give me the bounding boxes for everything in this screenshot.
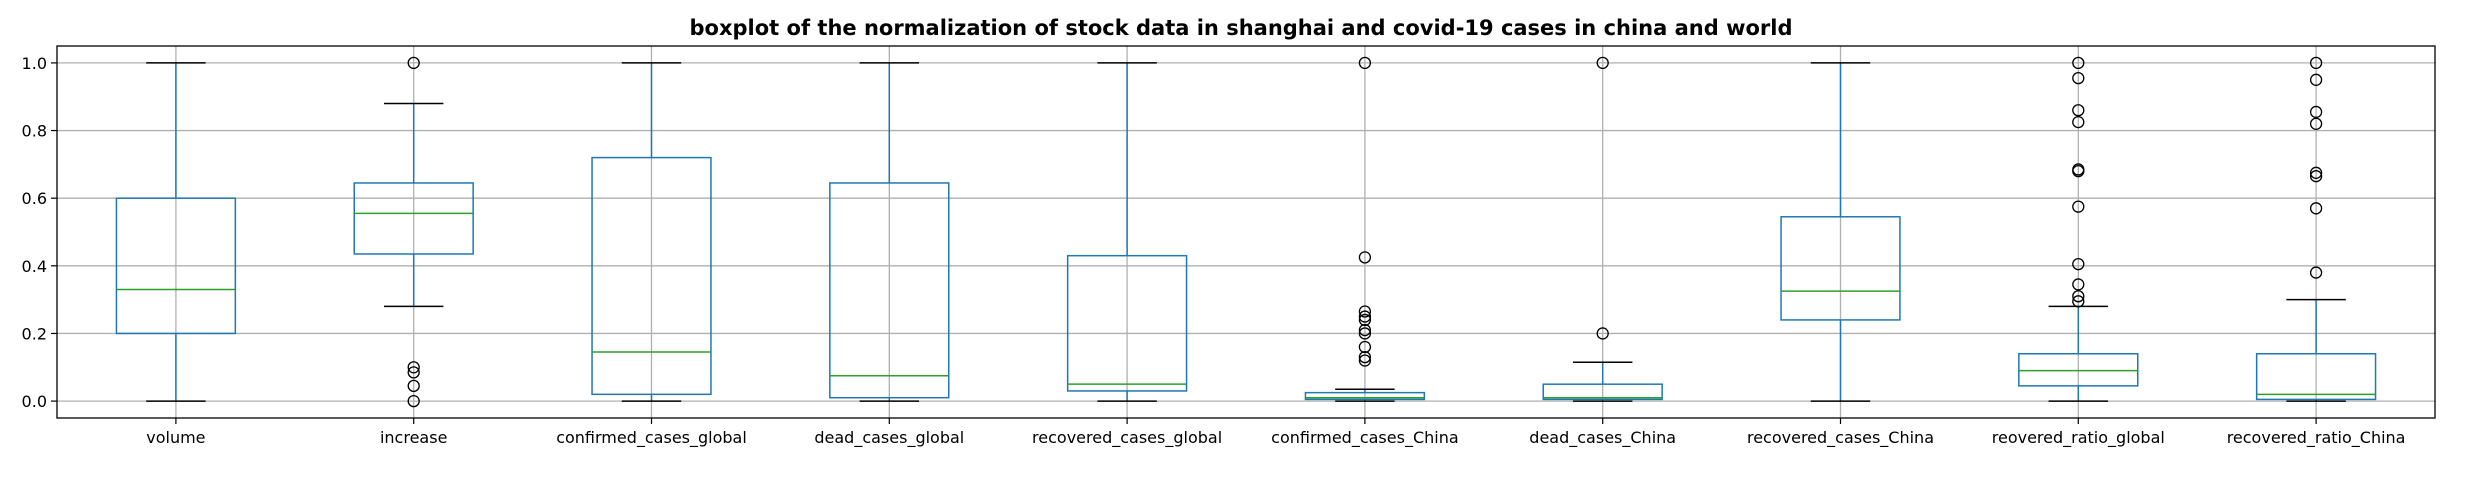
- x-tick-label: confirmed_cases_China: [1271, 428, 1459, 448]
- box-increase: [353, 56, 474, 408]
- box-reovered_ratio_global: [2018, 56, 2139, 402]
- flier-point: [2309, 56, 2323, 70]
- box-iqr: [115, 197, 237, 335]
- flier-point: [1358, 354, 1372, 367]
- box-dead_cases_global: [829, 62, 950, 402]
- box-iqr: [353, 182, 474, 255]
- flier-point: [2072, 163, 2085, 176]
- flier-point: [1358, 313, 1372, 327]
- flier-point: [2072, 290, 2085, 303]
- flier-point: [407, 379, 420, 393]
- x-tick-label: recovered_cases_global: [1032, 428, 1222, 448]
- x-tick-label: dead_cases_China: [1529, 428, 1676, 448]
- x-tick-label: increase: [380, 428, 447, 447]
- flier-point: [2072, 200, 2085, 213]
- x-tick-label: volume: [146, 428, 205, 447]
- chart-title: boxplot of the normalization of stock da…: [690, 16, 1793, 40]
- axis-layer: 0.0 0.2 0.4 0.6 0.8 1.0 volume increase confirme…: [22, 45, 2436, 448]
- box-recovered_cases_China: [1780, 62, 1901, 402]
- box-layer: [115, 56, 2377, 408]
- plot-frame: [56, 45, 2436, 419]
- flier-point: [2072, 56, 2085, 70]
- flier-point: [2309, 117, 2323, 130]
- flier-point: [1358, 340, 1372, 354]
- box-iqr: [1780, 216, 1901, 321]
- box-recovered_ratio_China: [2255, 56, 2377, 402]
- flier-point: [2309, 266, 2323, 279]
- x-tick-label: reovered_ratio_global: [1992, 428, 2165, 448]
- flier-point: [1358, 56, 1372, 70]
- y-tick-label: 0.8: [22, 122, 47, 141]
- flier-point: [407, 366, 420, 379]
- flier-point: [2309, 166, 2323, 179]
- flier-point: [1358, 305, 1372, 318]
- flier-point: [2072, 257, 2085, 271]
- flier-point: [1596, 327, 1609, 340]
- x-tick-label: confirmed_cases_global: [556, 428, 747, 448]
- x-tick-label: dead_cases_global: [814, 428, 964, 448]
- x-tick-label: recovered_cases_China: [1747, 428, 1934, 448]
- box-iqr: [2018, 352, 2139, 387]
- flier-point: [2309, 105, 2323, 119]
- flier-point: [2072, 71, 2085, 85]
- box-volume: [115, 62, 237, 402]
- flier-point: [1358, 350, 1372, 364]
- flier-point: [2309, 170, 2323, 183]
- flier-point: [2072, 115, 2085, 129]
- flier-point: [407, 361, 420, 374]
- y-tick-label: 0.0: [22, 392, 47, 411]
- box-recovered_cases_global: [1066, 62, 1188, 402]
- box-iqr: [1066, 254, 1188, 392]
- flier-point: [1358, 327, 1372, 340]
- flier-point: [1358, 310, 1372, 323]
- box-iqr: [829, 182, 950, 399]
- y-tick-label: 0.6: [22, 189, 47, 208]
- box-confirmed_cases_global: [591, 62, 712, 402]
- flier-point: [407, 394, 420, 408]
- flier-point: [1596, 56, 1609, 70]
- flier-point: [2072, 278, 2085, 291]
- box-iqr: [1304, 391, 1426, 401]
- y-tick-label: 0.4: [22, 257, 47, 276]
- x-tick-label: recovered_ratio_China: [2227, 428, 2406, 448]
- box-confirmed_cases_China: [1304, 56, 1426, 402]
- y-tick-label: 1.0: [22, 54, 47, 73]
- flier-point: [1358, 323, 1372, 337]
- y-tick-label: 0.2: [22, 324, 47, 343]
- box-iqr: [1542, 383, 1663, 401]
- flier-point: [1358, 251, 1372, 264]
- box-iqr: [591, 156, 712, 396]
- flier-point: [407, 56, 420, 70]
- flier-point: [2309, 202, 2323, 215]
- flier-point: [2072, 104, 2085, 117]
- box-dead_cases_China: [1542, 56, 1663, 402]
- flier-point: [2072, 295, 2085, 308]
- flier-point: [2309, 73, 2323, 86]
- box-iqr: [2255, 352, 2377, 401]
